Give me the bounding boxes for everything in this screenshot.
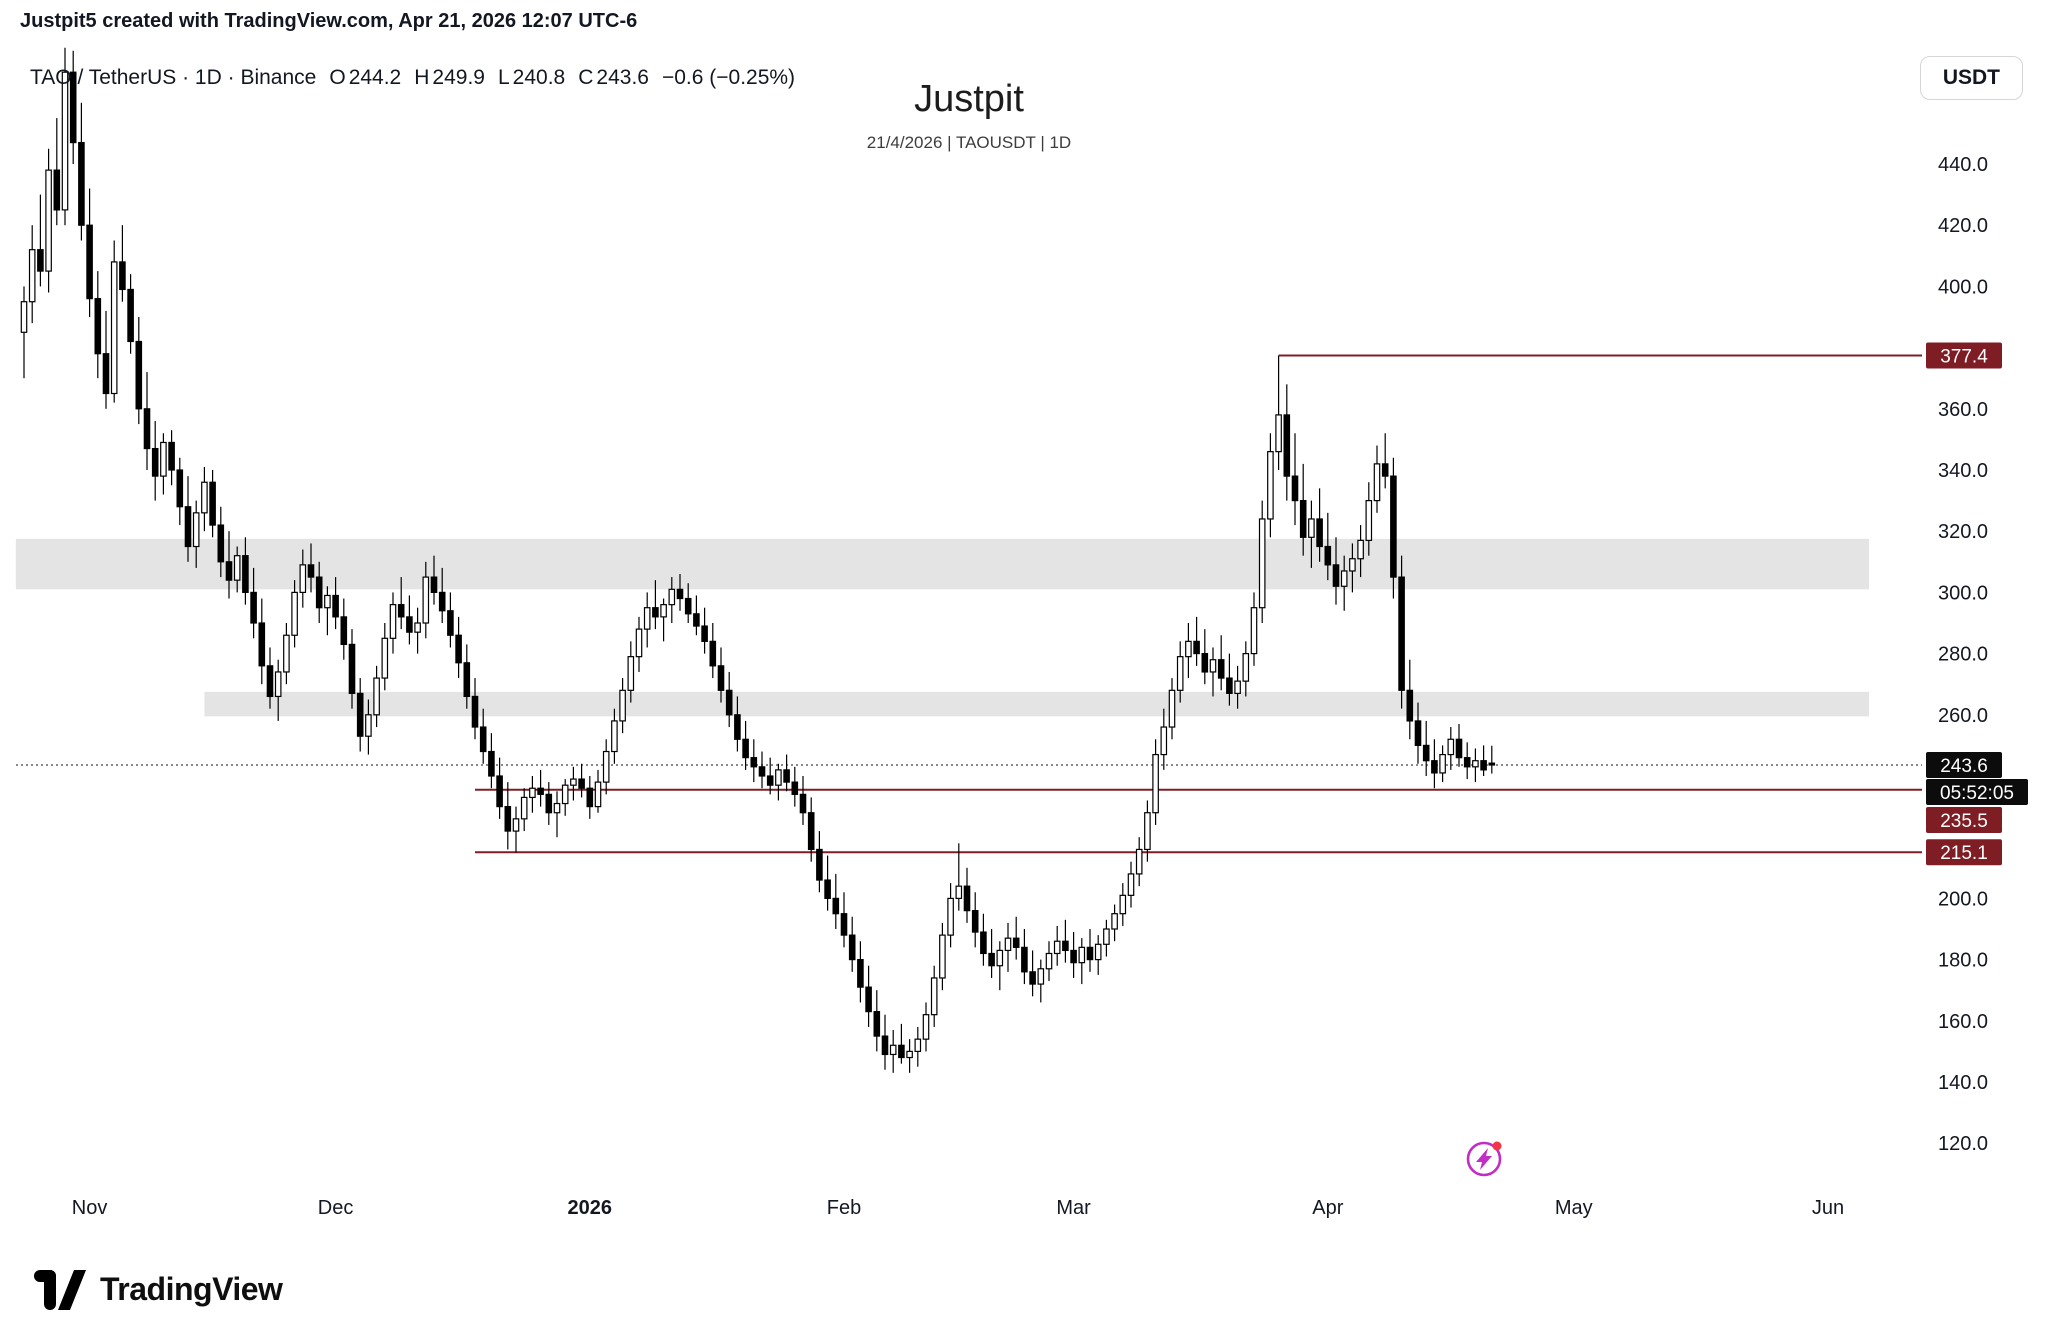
ohlc-high-value: 249.9: [432, 66, 485, 89]
symbol-legend: TAO / TetherUS · 1D · Binance O 244.2 H 24…: [30, 66, 795, 90]
svg-text:360.0: 360.0: [1938, 399, 1988, 421]
attribution-bar: Justpit5 created with TradingView.com, A…: [0, 0, 2047, 42]
supply-demand-zones: [15, 538, 1869, 717]
svg-text:05:52:05: 05:52:05: [1940, 783, 2014, 804]
svg-text:420.0: 420.0: [1938, 215, 1988, 237]
ohlc-high-key: H: [414, 66, 430, 89]
svg-text:Apr: Apr: [1312, 1197, 1343, 1219]
svg-text:120.0: 120.0: [1938, 1133, 1988, 1155]
svg-text:235.5: 235.5: [1940, 811, 1988, 832]
ohlc-close-value: 243.6: [596, 66, 649, 89]
svg-text:300.0: 300.0: [1938, 582, 1988, 604]
svg-text:Feb: Feb: [827, 1197, 861, 1219]
countdown-badge: 05:52:05: [1926, 778, 2028, 805]
footer-bar: TradingView: [0, 1250, 2047, 1329]
ohlc-low-key: L: [497, 66, 510, 89]
svg-text:May: May: [1555, 1197, 1593, 1219]
symbol-title[interactable]: TAO / TetherUS · 1D · Binance: [30, 66, 317, 89]
currency-toggle-button[interactable]: USDT: [1919, 56, 2023, 100]
time-axis[interactable]: Nov Dec 2026 Feb Mar Apr May Jun: [72, 1197, 1844, 1219]
level-badge-377: 377.4: [1926, 342, 2002, 369]
svg-text:200.0: 200.0: [1938, 888, 1988, 910]
svg-text:160.0: 160.0: [1938, 1011, 1988, 1033]
attribution-text: Justpit5 created with TradingView.com, A…: [20, 9, 638, 32]
svg-text:260.0: 260.0: [1938, 705, 1988, 727]
svg-text:Dec: Dec: [318, 1197, 354, 1219]
candles-layer: [20, 47, 1496, 1073]
flash-icon: [1466, 1141, 1502, 1177]
current-price-badge: 243.6: [1926, 751, 2002, 778]
watermark-title: Justpit: [914, 78, 1024, 120]
price-axis[interactable]: 440.0 420.0 400.0 360.0 340.0 320.0 300.0 280.0…: [1938, 154, 1988, 1155]
ohlc-open: O 244.2: [329, 66, 401, 90]
level-badge-235: 235.5: [1926, 806, 2002, 833]
price-chart[interactable]: 440.0 420.0 400.0 360.0 340.0 320.0 300.0 280.0…: [0, 42, 2047, 1250]
svg-text:140.0: 140.0: [1938, 1072, 1988, 1094]
svg-text:Nov: Nov: [72, 1197, 108, 1219]
tradingview-logo[interactable]: TradingView: [34, 1269, 283, 1310]
watermark-subtitle: 21/4/2026 | TAOUSDT | 1D: [866, 133, 1072, 152]
svg-text:280.0: 280.0: [1938, 644, 1988, 666]
ohlc-close-key: C: [578, 66, 594, 89]
ohlc-low-value: 240.8: [512, 66, 566, 89]
change-value: −0.6 (−0.25%): [661, 66, 796, 89]
svg-text:440.0: 440.0: [1938, 154, 1988, 176]
svg-text:Jun: Jun: [1812, 1197, 1844, 1219]
ohlc-open-key: O: [329, 66, 346, 89]
horizontal-level-lines[interactable]: [475, 354, 1922, 854]
svg-text:377.4: 377.4: [1940, 347, 1988, 368]
ohlc-low: L 240.8: [498, 66, 565, 90]
svg-text:215.1: 215.1: [1940, 843, 1988, 864]
ohlc-high: H 249.9: [414, 66, 485, 90]
tradingview-logomark: [34, 1269, 86, 1310]
tradingview-wordmark: TradingView: [100, 1271, 283, 1307]
level-badge-215: 215.1: [1926, 839, 2002, 866]
svg-text:180.0: 180.0: [1938, 950, 1988, 972]
svg-text:Mar: Mar: [1056, 1197, 1091, 1219]
ohlc-close: C 243.6: [578, 66, 649, 90]
svg-text:320.0: 320.0: [1938, 521, 1988, 543]
svg-text:400.0: 400.0: [1938, 276, 1988, 298]
watermark: Justpit 21/4/2026 | TAOUSDT | 1D: [867, 78, 1071, 153]
svg-text:243.6: 243.6: [1940, 756, 1988, 777]
svg-text:340.0: 340.0: [1938, 460, 1988, 482]
chart-area: Justpit 21/4/2026 | TAOUSDT | 1D 440.0 42…: [0, 42, 2047, 1250]
ohlc-open-value: 244.2: [348, 66, 402, 89]
svg-text:2026: 2026: [568, 1197, 613, 1219]
